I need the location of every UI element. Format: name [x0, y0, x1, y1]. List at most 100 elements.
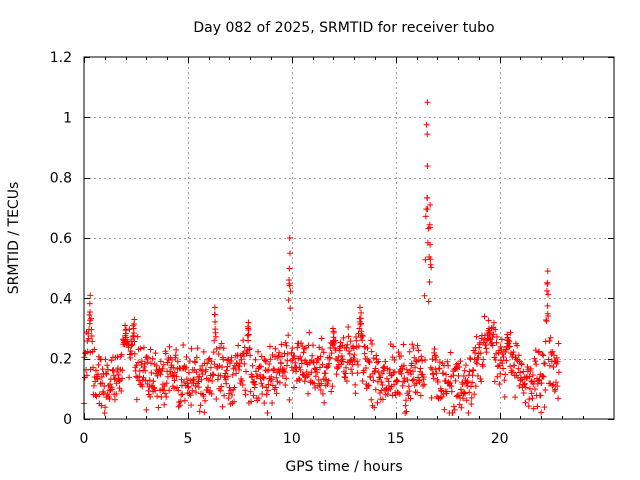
data-point — [311, 380, 318, 387]
data-point — [404, 376, 411, 383]
data-point — [539, 351, 546, 358]
y-tick-label: 1.2 — [50, 50, 72, 66]
data-point — [210, 371, 217, 378]
data-point — [448, 388, 455, 395]
data-point — [309, 352, 316, 359]
data-point — [450, 403, 457, 410]
data-point — [196, 408, 203, 415]
data-point — [241, 360, 248, 367]
data-point — [485, 317, 492, 324]
data-point — [426, 279, 433, 286]
data-point-peak — [329, 325, 336, 332]
data-point — [296, 376, 303, 383]
data-point — [427, 256, 434, 263]
data-point — [438, 394, 445, 401]
data-point — [273, 374, 280, 381]
data-point — [503, 357, 510, 364]
data-point — [468, 401, 475, 408]
data-point — [90, 382, 97, 389]
x-axis-label: GPS time / hours — [285, 459, 402, 475]
data-point — [541, 404, 548, 411]
data-point — [264, 409, 271, 416]
data-point — [242, 391, 249, 398]
data-point — [364, 382, 371, 389]
data-point — [501, 377, 508, 384]
data-point — [152, 350, 159, 357]
data-point — [255, 395, 262, 402]
data-point — [262, 358, 269, 365]
data-point — [472, 383, 479, 390]
data-point — [421, 381, 428, 388]
data-point — [171, 369, 178, 376]
data-point-peak — [130, 330, 137, 337]
data-point-peak — [245, 337, 252, 344]
data-point — [174, 384, 180, 391]
data-point — [131, 338, 138, 345]
axis-ticks — [84, 57, 614, 420]
data-point — [462, 362, 469, 369]
data-point-peak — [245, 331, 252, 338]
data-point — [541, 360, 548, 367]
data-point — [428, 394, 435, 401]
data-point — [410, 345, 417, 352]
data-point — [543, 318, 550, 325]
data-point — [198, 376, 205, 383]
data-point-peak — [286, 265, 293, 272]
data-point — [338, 352, 345, 359]
data-point — [317, 386, 324, 393]
data-point — [470, 367, 477, 374]
data-point-peak — [424, 131, 431, 138]
data-point — [522, 380, 529, 387]
data-point — [88, 326, 95, 333]
data-point — [104, 366, 111, 373]
data-point — [171, 385, 178, 392]
data-point — [204, 360, 211, 367]
data-point — [284, 350, 291, 357]
data-point — [530, 405, 537, 412]
data-point — [354, 358, 361, 365]
data-point — [347, 357, 354, 364]
data-point — [235, 342, 242, 349]
data-point — [272, 345, 279, 352]
data-point-peak — [212, 326, 219, 333]
data-point — [321, 399, 328, 406]
data-point — [461, 367, 468, 374]
data-point — [481, 313, 488, 320]
data-point — [396, 391, 403, 398]
data-point — [348, 366, 355, 373]
data-point — [532, 358, 539, 365]
data-point — [297, 366, 304, 373]
data-point — [181, 378, 188, 385]
data-point — [406, 388, 413, 395]
data-point-peak — [356, 304, 363, 311]
data-point — [350, 345, 357, 352]
data-point — [533, 361, 540, 368]
data-point — [531, 386, 538, 393]
data-point — [297, 353, 304, 360]
data-point — [155, 404, 162, 411]
data-point — [283, 375, 290, 382]
data-point — [547, 334, 554, 341]
data-point — [472, 350, 479, 357]
data-point — [205, 356, 212, 363]
data-point — [259, 383, 266, 390]
data-point — [536, 348, 543, 355]
data-point — [128, 342, 135, 349]
data-point — [458, 404, 465, 411]
data-point — [365, 382, 372, 389]
data-point — [278, 353, 285, 360]
data-point — [259, 391, 266, 398]
data-point — [422, 213, 429, 220]
data-point — [463, 397, 470, 404]
data-point — [422, 357, 429, 364]
data-point — [511, 362, 518, 369]
data-point — [500, 365, 507, 372]
data-point — [414, 389, 421, 396]
data-point-peak — [245, 325, 252, 332]
data-point — [349, 361, 356, 368]
data-point — [398, 352, 405, 359]
data-point — [243, 368, 250, 375]
data-point — [422, 256, 429, 263]
data-point — [355, 361, 362, 368]
data-point — [126, 374, 133, 381]
